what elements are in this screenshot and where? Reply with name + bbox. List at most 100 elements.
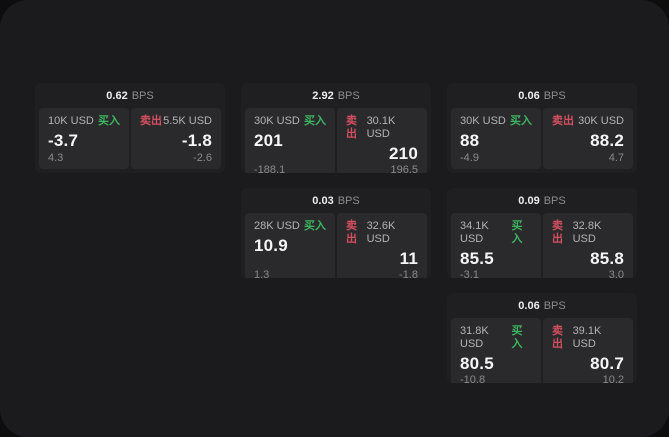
bps-label: BPS bbox=[543, 89, 566, 102]
sell-side-label: 卖出 bbox=[346, 115, 357, 140]
sell-amount: 5.5K USD bbox=[163, 115, 212, 127]
buy-price: -3.7 bbox=[48, 131, 79, 150]
bps-value: 0.03 bbox=[312, 194, 334, 207]
card-body: 31.8K USD 买入 80.5 -10.8 卖出 39.1K USD 80.… bbox=[451, 318, 633, 383]
card-header: 2.92 BPS bbox=[241, 83, 431, 108]
card-header: 0.62 BPS bbox=[35, 83, 225, 108]
sell-delta: -1.8 bbox=[399, 269, 418, 278]
bps-value: 0.62 bbox=[106, 89, 128, 102]
bps-label: BPS bbox=[131, 89, 154, 102]
quote-card: 2.92 BPS 30K USD 买入 201 -188.1 卖出 30.1K … bbox=[241, 83, 431, 173]
bps-value: 0.09 bbox=[518, 194, 540, 207]
sell-delta: 4.7 bbox=[608, 152, 624, 164]
sell-side-label: 卖出 bbox=[552, 115, 574, 127]
buy-side-label: 买入 bbox=[304, 220, 326, 232]
buy-price: 88 bbox=[460, 131, 480, 150]
sell-price: 85.8 bbox=[590, 249, 624, 268]
sell-side-label: 卖出 bbox=[140, 115, 162, 127]
buy-side-label: 买入 bbox=[98, 115, 120, 127]
sell-side-label: 卖出 bbox=[552, 325, 563, 350]
sell-side-label: 卖出 bbox=[346, 220, 357, 245]
sell-price: 88.2 bbox=[590, 131, 624, 150]
card-body: 30K USD 买入 201 -188.1 卖出 30.1K USD 210 1… bbox=[245, 108, 427, 173]
quote-card: 0.06 BPS 31.8K USD 买入 80.5 -10.8 卖出 39.1… bbox=[447, 293, 637, 383]
sell-cell[interactable]: 卖出 30K USD 88.2 4.7 bbox=[543, 108, 633, 169]
buy-delta: -3.1 bbox=[460, 269, 479, 278]
card-header: 0.09 BPS bbox=[447, 188, 637, 213]
buy-side-label: 买入 bbox=[511, 325, 523, 350]
buy-price: 10.9 bbox=[254, 236, 288, 255]
buy-delta: 4.3 bbox=[48, 152, 64, 164]
buy-cell[interactable]: 28K USD 买入 10.9 1.3 bbox=[245, 213, 335, 278]
sell-amount: 30K USD bbox=[578, 115, 624, 127]
sell-amount: 32.8K USD bbox=[572, 220, 602, 245]
card-header: 0.06 BPS bbox=[447, 83, 637, 108]
buy-amount: 10K USD bbox=[48, 115, 94, 127]
buy-cell[interactable]: 10K USD 买入 -3.7 4.3 bbox=[39, 108, 129, 169]
buy-side-label: 买入 bbox=[510, 115, 532, 127]
card-header: 0.06 BPS bbox=[447, 293, 637, 318]
buy-cell-top: 31.8K USD 买入 bbox=[460, 325, 532, 351]
sell-cell-top: 卖出 32.8K USD bbox=[552, 220, 624, 246]
sell-cell-top: 卖出 5.5K USD bbox=[140, 115, 212, 128]
sell-cell[interactable]: 卖出 32.6K USD 11 -1.8 bbox=[337, 213, 427, 278]
sell-delta: -2.6 bbox=[193, 152, 212, 164]
buy-cell-top: 30K USD 买入 bbox=[254, 115, 326, 128]
buy-amount: 34.1K USD bbox=[460, 220, 489, 245]
sell-cell[interactable]: 卖出 30.1K USD 210 196.5 bbox=[337, 108, 427, 173]
sell-cell-top: 卖出 39.1K USD bbox=[552, 325, 624, 351]
bps-value: 0.06 bbox=[518, 89, 540, 102]
bps-label: BPS bbox=[543, 194, 566, 207]
card-body: 28K USD 买入 10.9 1.3 卖出 32.6K USD 11 -1.8 bbox=[245, 213, 427, 278]
buy-delta: -10.8 bbox=[460, 374, 486, 383]
sell-price: 11 bbox=[399, 249, 418, 268]
buy-cell-top: 34.1K USD 买入 bbox=[460, 220, 532, 246]
quote-card: 0.06 BPS 30K USD 买入 88 -4.9 卖出 30K USD bbox=[447, 83, 637, 173]
sell-amount: 32.6K USD bbox=[366, 220, 396, 245]
quote-card: 0.03 BPS 28K USD 买入 10.9 1.3 卖出 32.6K US… bbox=[241, 188, 431, 278]
card-body: 34.1K USD 买入 85.5 -3.1 卖出 32.8K USD 85.8… bbox=[451, 213, 633, 278]
buy-cell[interactable]: 30K USD 买入 88 -4.9 bbox=[451, 108, 541, 169]
buy-amount: 28K USD bbox=[254, 220, 300, 232]
card-body: 10K USD 买入 -3.7 4.3 卖出 5.5K USD -1.8 -2.… bbox=[39, 108, 221, 169]
sell-amount: 30.1K USD bbox=[366, 115, 396, 140]
buy-delta: -4.9 bbox=[460, 152, 479, 164]
bps-value: 0.06 bbox=[518, 299, 540, 312]
bps-label: BPS bbox=[337, 89, 360, 102]
sell-price: 80.7 bbox=[590, 354, 624, 373]
quote-card: 0.09 BPS 34.1K USD 买入 85.5 -3.1 卖出 32.8K… bbox=[447, 188, 637, 278]
sell-price: -1.8 bbox=[181, 131, 212, 150]
sell-cell[interactable]: 卖出 32.8K USD 85.8 3.0 bbox=[543, 213, 633, 278]
card-body: 30K USD 买入 88 -4.9 卖出 30K USD 88.2 4.7 bbox=[451, 108, 633, 169]
buy-cell[interactable]: 34.1K USD 买入 85.5 -3.1 bbox=[451, 213, 541, 278]
buy-delta: -188.1 bbox=[254, 164, 286, 173]
bps-label: BPS bbox=[337, 194, 360, 207]
card-header: 0.03 BPS bbox=[241, 188, 431, 213]
sell-cell-top: 卖出 30.1K USD bbox=[346, 115, 418, 141]
quote-card: 0.62 BPS 10K USD 买入 -3.7 4.3 卖出 5.5K USD bbox=[35, 83, 225, 173]
sell-cell[interactable]: 卖出 39.1K USD 80.7 10.2 bbox=[543, 318, 633, 383]
bps-label: BPS bbox=[543, 299, 566, 312]
sell-delta: 10.2 bbox=[602, 374, 624, 383]
sell-cell-top: 卖出 32.6K USD bbox=[346, 220, 418, 246]
buy-price: 80.5 bbox=[460, 354, 494, 373]
sell-amount: 39.1K USD bbox=[572, 325, 602, 350]
buy-cell-top: 10K USD 买入 bbox=[48, 115, 120, 128]
buy-cell-top: 28K USD 买入 bbox=[254, 220, 326, 233]
buy-price: 85.5 bbox=[460, 249, 494, 268]
buy-amount: 30K USD bbox=[254, 115, 300, 127]
bps-value: 2.92 bbox=[312, 89, 334, 102]
sell-cell[interactable]: 卖出 5.5K USD -1.8 -2.6 bbox=[131, 108, 221, 169]
buy-cell[interactable]: 31.8K USD 买入 80.5 -10.8 bbox=[451, 318, 541, 383]
sell-delta: 3.0 bbox=[608, 269, 624, 278]
buy-side-label: 买入 bbox=[511, 220, 523, 245]
sell-side-label: 卖出 bbox=[552, 220, 563, 245]
buy-amount: 30K USD bbox=[460, 115, 506, 127]
buy-cell-top: 30K USD 买入 bbox=[460, 115, 532, 128]
sell-cell-top: 卖出 30K USD bbox=[552, 115, 624, 128]
buy-amount: 31.8K USD bbox=[460, 325, 489, 350]
sell-delta: 196.5 bbox=[390, 164, 418, 173]
buy-side-label: 买入 bbox=[304, 115, 326, 127]
buy-cell[interactable]: 30K USD 买入 201 -188.1 bbox=[245, 108, 335, 173]
